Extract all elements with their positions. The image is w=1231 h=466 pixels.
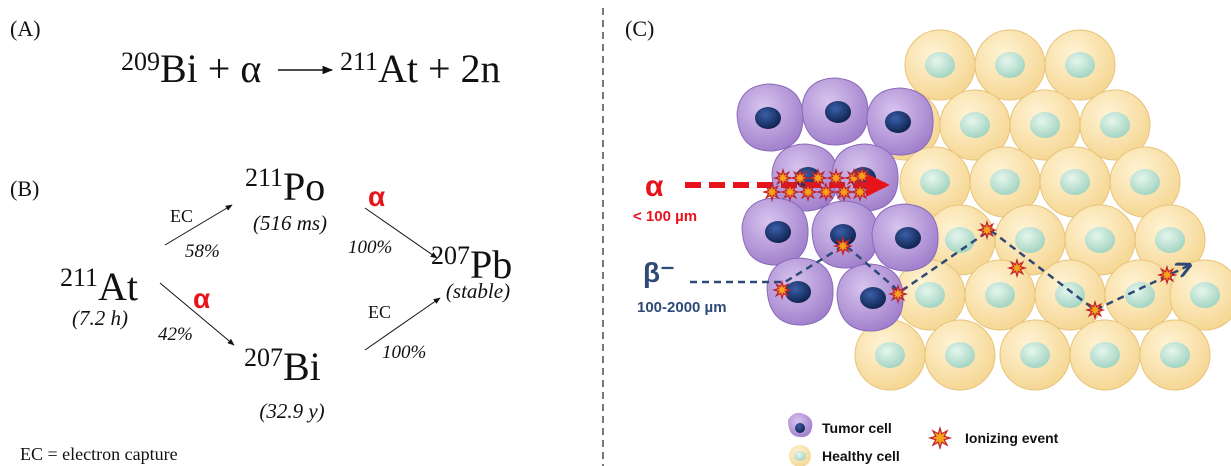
- healthy-nucleus: [1125, 282, 1155, 308]
- healthy-nucleus: [1085, 227, 1115, 253]
- legend-healthy-nucleus: [794, 451, 806, 461]
- ionizing-event: [772, 167, 794, 189]
- branching-fraction: 100%: [382, 342, 426, 363]
- ionizing-events: [761, 165, 1178, 451]
- ionizing-event: [1156, 264, 1178, 286]
- panel-label: (A): [10, 16, 41, 41]
- equation-reactants: Bi + α: [160, 46, 261, 91]
- tumor-nucleus: [825, 101, 851, 123]
- healthy-nucleus: [875, 342, 905, 368]
- branching-fraction: 100%: [348, 237, 392, 258]
- mass-number: 209: [121, 47, 160, 76]
- panel-label: (B): [10, 176, 39, 201]
- healthy-nucleus: [995, 52, 1025, 78]
- healthy-nucleus: [1155, 227, 1185, 253]
- ionizing-event: [1006, 257, 1028, 279]
- half-life: (32.9 y): [259, 399, 324, 423]
- mass-number: 207: [244, 343, 283, 372]
- decay-arrow: [159, 282, 235, 346]
- ionizing-event: [815, 181, 837, 203]
- decay-arrow: [164, 204, 233, 246]
- element-symbol: At: [98, 264, 138, 309]
- panel-label: (C): [625, 16, 654, 41]
- decay-mode: α: [368, 181, 385, 212]
- ionizing-event: [771, 279, 793, 301]
- tumor-nucleus: [785, 281, 811, 303]
- healthy-nucleus: [1060, 169, 1090, 195]
- healthy-nucleus: [1100, 112, 1130, 138]
- healthy-nucleus: [915, 282, 945, 308]
- half-life: (stable): [446, 279, 510, 303]
- mass-number: 211: [60, 263, 98, 292]
- healthy-nucleus: [1130, 169, 1160, 195]
- ionizing-event: [789, 167, 811, 189]
- decay-mode: EC: [170, 206, 193, 226]
- healthy-nucleus: [1190, 282, 1220, 308]
- cell-cluster: [736, 29, 1231, 391]
- element-symbol: Bi: [283, 344, 321, 389]
- ionizing-event: [927, 425, 953, 451]
- equation-products: At + 2n: [378, 46, 501, 91]
- healthy-nucleus: [1020, 342, 1050, 368]
- decay-nodes: 211 At(7.2 h)211 Po(516 ms)207 Bi(32.9 y)20…: [60, 163, 512, 423]
- decay-mode: α: [193, 283, 210, 314]
- ionizing-event: [779, 181, 801, 203]
- ionizing-event: [851, 165, 873, 187]
- legend-label: Healthy cell: [822, 448, 900, 464]
- healthy-nucleus: [1090, 342, 1120, 368]
- ionizing-event: [976, 219, 998, 241]
- healthy-nucleus: [1160, 342, 1190, 368]
- decay-arrow: [364, 207, 438, 259]
- healthy-nucleus: [945, 342, 975, 368]
- tumor-nucleus: [765, 221, 791, 243]
- healthy-nucleus: [1055, 282, 1085, 308]
- tumor-nucleus: [860, 287, 886, 309]
- ionizing-event: [1084, 299, 1106, 321]
- mass-number: 211: [245, 163, 283, 192]
- alpha-range: < 100 µm: [633, 208, 697, 225]
- healthy-nucleus: [920, 169, 950, 195]
- ionizing-event: [761, 181, 783, 203]
- ionizing-event: [797, 181, 819, 203]
- ionizing-event: [887, 283, 909, 305]
- decay-arrow: [364, 297, 441, 351]
- tumor-nucleus: [830, 224, 856, 246]
- alpha-symbol: α: [645, 170, 664, 203]
- tumor-nucleus: [895, 227, 921, 249]
- healthy-nucleus: [1065, 52, 1095, 78]
- mass-number: 207: [431, 241, 470, 270]
- ionizing-event: [832, 235, 854, 257]
- footnote: EC = electron capture: [20, 444, 178, 464]
- tumor-nucleus: [885, 111, 911, 133]
- healthy-nucleus: [960, 112, 990, 138]
- beta-range: 100-2000 µm: [637, 299, 727, 316]
- element-symbol: Pb: [470, 242, 512, 287]
- decay-mode: EC: [368, 302, 391, 322]
- beta-symbol: β⁻: [643, 257, 675, 288]
- healthy-nucleus: [990, 169, 1020, 195]
- healthy-nucleus: [945, 227, 975, 253]
- branching-fraction: 42%: [158, 324, 193, 345]
- healthy-nucleus: [925, 52, 955, 78]
- legend-label: Ionizing event: [965, 430, 1059, 446]
- healthy-nucleus: [1015, 227, 1045, 253]
- legend-label: Tumor cell: [822, 420, 892, 436]
- healthy-nucleus: [985, 282, 1015, 308]
- legend-tumor-nucleus: [795, 423, 805, 433]
- healthy-nucleus: [1030, 112, 1060, 138]
- half-life: (7.2 h): [72, 306, 128, 330]
- ionizing-event: [849, 181, 871, 203]
- half-life: (516 ms): [253, 211, 327, 235]
- tumor-nucleus: [755, 107, 781, 129]
- ionizing-event: [825, 167, 847, 189]
- ionizing-event: [807, 167, 829, 189]
- element-symbol: Po: [283, 164, 325, 209]
- ionizing-event: [833, 181, 855, 203]
- mass-number: 211: [340, 47, 378, 76]
- branching-fraction: 58%: [185, 241, 220, 262]
